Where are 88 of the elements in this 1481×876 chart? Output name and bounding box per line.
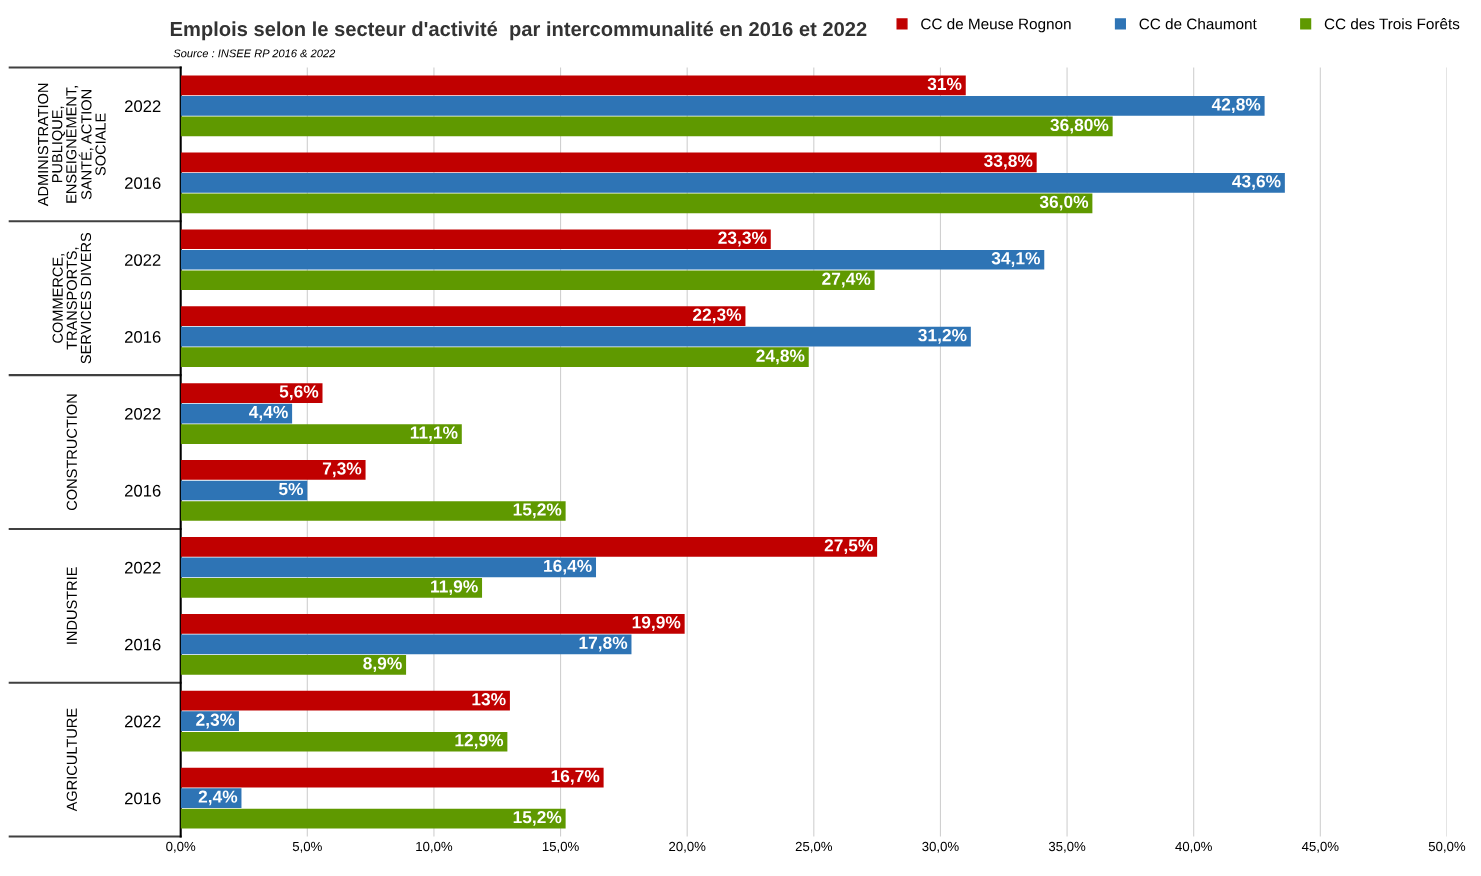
- bar: [180, 347, 809, 367]
- data-label: 42,8%: [1211, 98, 1261, 114]
- data-label: 36,80%: [1050, 118, 1109, 134]
- data-label: 2,3%: [196, 713, 235, 729]
- bar: [180, 249, 1045, 270]
- data-label: 23,3%: [718, 231, 767, 247]
- text: AGRICULTURE: [66, 708, 77, 812]
- bar: [180, 613, 685, 634]
- bar: [180, 306, 746, 326]
- data-label: 7,3%: [322, 462, 362, 478]
- data-label: 24,8%: [756, 349, 805, 365]
- bar: [180, 116, 1113, 137]
- x-tick-label: 0,0%: [166, 841, 196, 853]
- data-label: 12,9%: [455, 734, 504, 749]
- bar: [180, 193, 1093, 214]
- data-label: 15,2%: [513, 811, 562, 826]
- x-tick-label: 20,0%: [669, 841, 706, 853]
- bar: [180, 537, 878, 557]
- x-tick-label: 30,0%: [922, 841, 959, 853]
- y-tick-label: 2022: [125, 254, 161, 266]
- data-label: 5%: [278, 482, 304, 496]
- data-label: 16,7%: [551, 769, 600, 785]
- data-label: 31%: [927, 77, 962, 91]
- data-label: 34,1%: [991, 252, 1041, 267]
- x-tick-label: 15,0%: [542, 841, 579, 853]
- y-tick-label: 2016: [125, 331, 161, 343]
- x-tick-label: 25,0%: [795, 841, 833, 853]
- data-label: 8,9%: [363, 657, 402, 672]
- x-tick-label: 50,0%: [1428, 841, 1466, 853]
- data-label: 2,4%: [198, 790, 238, 806]
- bar: [180, 326, 971, 347]
- y-tick-label: 2016: [125, 484, 161, 497]
- y-tick-label: 2016: [125, 792, 161, 805]
- chart-title: Emplois selon le secteur d'activité par intercommunalité en 2016 et 2022: [170, 21, 867, 41]
- bar: [180, 172, 1285, 193]
- data-label: 22,3%: [693, 308, 742, 324]
- x-tick-label: 10,0%: [416, 841, 453, 853]
- bar: [180, 634, 632, 655]
- y-tick-label: 2022: [125, 100, 161, 113]
- bar: [180, 270, 875, 291]
- bar: [180, 96, 1265, 116]
- bar: [180, 578, 483, 598]
- bar: [180, 654, 407, 675]
- bar: [180, 808, 566, 829]
- bar: [180, 75, 966, 96]
- data-label: 27,4%: [822, 272, 871, 288]
- data-label: 36,0%: [1039, 195, 1089, 211]
- data-label: 11,9%: [431, 580, 478, 596]
- data-label: 4,4%: [249, 405, 288, 421]
- bar: [180, 690, 510, 711]
- legend-label: CC des Trois Forêts: [1324, 18, 1460, 30]
- x-tick-label: 45,0%: [1301, 841, 1339, 853]
- bar: [180, 424, 462, 444]
- text: COMMERCE, TRANSPORTS, SERVICES DIVERS: [52, 232, 92, 364]
- data-label: 17,8%: [579, 636, 628, 652]
- bar: [180, 229, 771, 250]
- text: ADMINISTRATION PUBLIQUE, ENSEIGNEMENT, SANTÉ, ACTION SOCIALE: [37, 83, 106, 207]
- data-label: 19,9%: [632, 616, 681, 631]
- legend-label: CC de Meuse Rognon: [921, 18, 1071, 33]
- data-label: 27,5%: [824, 539, 873, 555]
- y-tick-label: 2022: [125, 561, 161, 574]
- x-tick-label: 5,0%: [292, 841, 322, 853]
- data-label: 15,2%: [513, 503, 562, 519]
- bar: [180, 501, 566, 521]
- y-tick-label: 2022: [125, 407, 161, 420]
- bar: [180, 731, 508, 752]
- bar: [180, 480, 308, 501]
- text: INDUSTRIE: [66, 567, 77, 644]
- text: CONSTRUCTION: [66, 394, 77, 511]
- y-tick-label: 2016: [125, 177, 161, 190]
- bar: [180, 152, 1037, 173]
- y-tick-label: 2016: [125, 638, 161, 651]
- data-label: 11,1%: [410, 426, 458, 442]
- data-label: 31,2%: [918, 329, 967, 344]
- source-note: Source : INSEE RP 2016 & 2022: [173, 49, 336, 58]
- bar: [180, 383, 323, 403]
- x-tick-label: 40,0%: [1175, 841, 1212, 853]
- bar: [180, 557, 597, 578]
- y-tick-label: 2022: [125, 715, 161, 728]
- data-label: 33,8%: [984, 154, 1033, 170]
- bar: [180, 460, 366, 480]
- data-label: 16,4%: [544, 559, 592, 575]
- data-label: 13%: [472, 693, 506, 706]
- x-tick-label: 35,0%: [1048, 841, 1086, 853]
- bar: [180, 767, 604, 788]
- data-label: 5,6%: [279, 385, 319, 401]
- legend-label: CC de Chaumont: [1139, 18, 1257, 30]
- data-label: 43,6%: [1232, 175, 1281, 190]
